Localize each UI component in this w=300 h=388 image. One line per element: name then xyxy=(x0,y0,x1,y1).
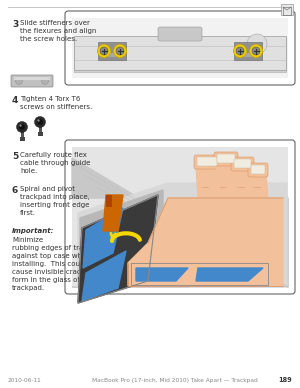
Polygon shape xyxy=(233,167,254,198)
FancyBboxPatch shape xyxy=(217,154,235,163)
Polygon shape xyxy=(72,158,288,287)
Polygon shape xyxy=(103,195,123,231)
Circle shape xyxy=(250,45,262,57)
Polygon shape xyxy=(136,268,188,281)
Text: Minimize
rubbing edges of trackpad
against top case while
installing.  This coul: Minimize rubbing edges of trackpad again… xyxy=(12,237,104,291)
Bar xyxy=(72,147,288,287)
FancyBboxPatch shape xyxy=(65,140,295,294)
Polygon shape xyxy=(216,162,238,198)
Circle shape xyxy=(41,78,49,85)
Circle shape xyxy=(233,45,247,57)
Bar xyxy=(74,38,286,72)
Text: MacBook Pro (17-inch, Mid 2010) Take Apart — Trackpad: MacBook Pro (17-inch, Mid 2010) Take Apa… xyxy=(92,378,258,383)
Polygon shape xyxy=(128,198,283,286)
Polygon shape xyxy=(131,263,268,285)
Bar xyxy=(74,36,286,70)
Circle shape xyxy=(37,119,43,125)
Polygon shape xyxy=(80,190,163,283)
Circle shape xyxy=(252,47,260,55)
Circle shape xyxy=(19,124,22,127)
Circle shape xyxy=(100,47,108,55)
FancyBboxPatch shape xyxy=(194,155,220,169)
Polygon shape xyxy=(250,173,268,201)
Text: Tighten 4 Torx T6
screws on stiffeners.: Tighten 4 Torx T6 screws on stiffeners. xyxy=(20,96,92,110)
Polygon shape xyxy=(72,198,288,287)
Circle shape xyxy=(98,45,110,57)
Text: 4: 4 xyxy=(12,96,18,105)
FancyBboxPatch shape xyxy=(248,163,268,177)
FancyBboxPatch shape xyxy=(197,157,217,166)
FancyBboxPatch shape xyxy=(251,165,265,174)
Bar xyxy=(20,131,23,138)
Text: Spiral and pivot
trackpad into place,
inserting front edge
first.: Spiral and pivot trackpad into place, in… xyxy=(20,186,90,216)
Circle shape xyxy=(37,119,40,122)
FancyBboxPatch shape xyxy=(158,27,202,41)
Bar xyxy=(106,195,112,207)
Bar xyxy=(72,18,288,78)
Polygon shape xyxy=(196,268,263,281)
Circle shape xyxy=(116,47,124,55)
Circle shape xyxy=(19,124,25,130)
Circle shape xyxy=(247,34,267,54)
Polygon shape xyxy=(196,165,220,198)
FancyBboxPatch shape xyxy=(65,11,295,85)
Circle shape xyxy=(34,116,46,128)
Text: Slide stiffeners over
the flexures and align
the screw holes.: Slide stiffeners over the flexures and a… xyxy=(20,20,96,42)
Polygon shape xyxy=(140,233,183,278)
FancyBboxPatch shape xyxy=(234,159,251,168)
FancyBboxPatch shape xyxy=(11,75,53,87)
Polygon shape xyxy=(82,251,126,301)
Bar xyxy=(234,42,262,60)
Bar xyxy=(20,137,25,141)
Bar xyxy=(38,132,43,136)
Bar xyxy=(38,126,41,133)
Polygon shape xyxy=(78,183,287,286)
Circle shape xyxy=(113,45,127,57)
Text: 3: 3 xyxy=(12,20,18,29)
Polygon shape xyxy=(78,195,158,303)
Bar xyxy=(236,53,260,57)
FancyBboxPatch shape xyxy=(214,152,238,166)
Text: Carefully route flex
cable through guide
hole.: Carefully route flex cable through guide… xyxy=(20,152,90,174)
Circle shape xyxy=(236,47,244,55)
Bar xyxy=(281,4,293,15)
Bar xyxy=(98,42,126,60)
Bar xyxy=(100,53,124,57)
Text: 189: 189 xyxy=(278,377,292,383)
Circle shape xyxy=(16,78,22,85)
Text: 5: 5 xyxy=(12,152,18,161)
Polygon shape xyxy=(83,208,123,268)
Circle shape xyxy=(16,121,28,132)
Bar xyxy=(14,77,50,80)
Text: Important:: Important: xyxy=(12,228,54,234)
FancyBboxPatch shape xyxy=(231,157,254,171)
Text: 6: 6 xyxy=(12,186,18,195)
Text: 2010-06-11: 2010-06-11 xyxy=(8,378,42,383)
